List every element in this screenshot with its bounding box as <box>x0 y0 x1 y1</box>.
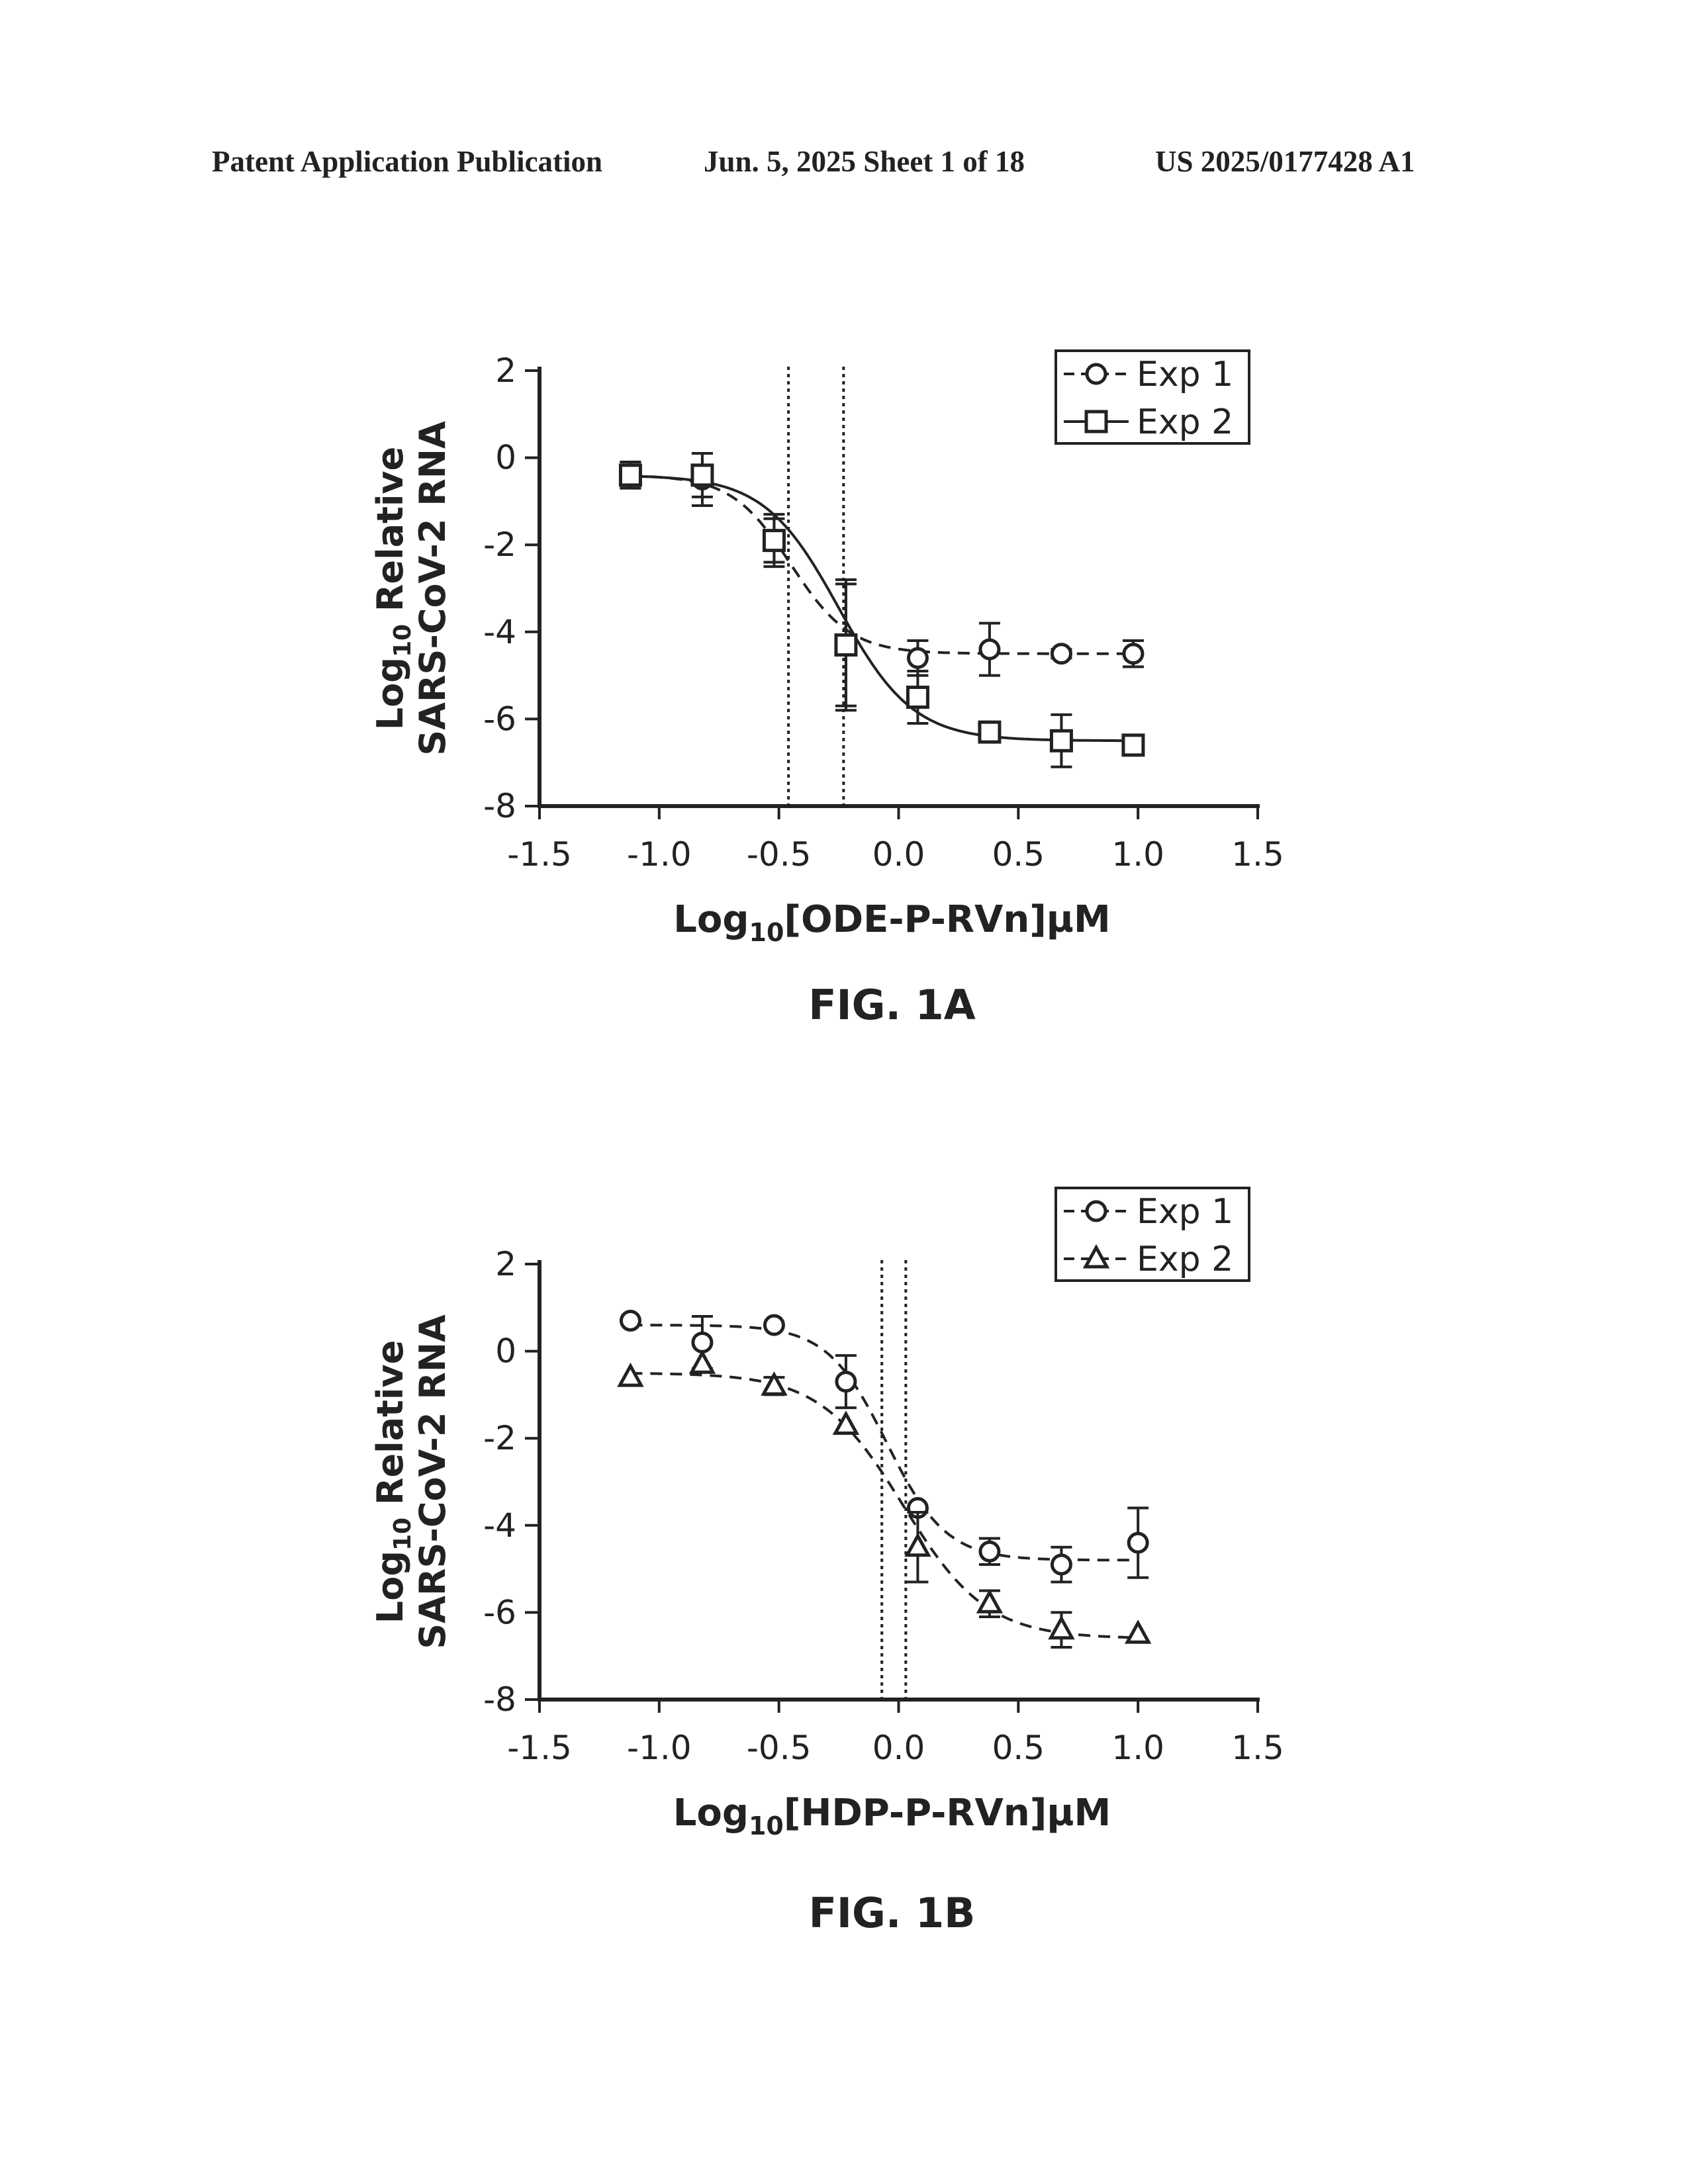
y-tick-label: 2 <box>495 1245 516 1283</box>
x-axis-label: Log10[ODE-P-RVn]µM <box>673 898 1110 947</box>
y-axis-label: Log10 RelativeSARS-CoV-2 RNA <box>369 1314 453 1649</box>
legend-label: Exp 1 <box>1137 1192 1233 1232</box>
legend: Exp 1 Exp 2 <box>1056 351 1249 443</box>
data-point-exp-1 <box>837 1373 855 1391</box>
x-tick-label: 1.0 <box>1111 835 1164 874</box>
y-tick-label: -8 <box>483 787 516 825</box>
x-tick-label: -1.5 <box>507 835 572 874</box>
fit-curve-exp-1 <box>630 476 1138 654</box>
x-tick-label: 0.0 <box>872 1729 925 1767</box>
x-tick-label: -1.0 <box>627 835 692 874</box>
fit-curve-exp-2 <box>630 1373 1138 1637</box>
figure-label: FIG. 1B <box>809 1889 976 1937</box>
x-tick-label: -1.5 <box>507 1729 572 1767</box>
legend-label: Exp 1 <box>1137 355 1233 394</box>
x-tick-label: 1.5 <box>1231 835 1284 874</box>
data-point-exp-2 <box>836 635 856 655</box>
y-tick-label: 0 <box>495 439 516 477</box>
data-point-exp-2 <box>835 1414 857 1433</box>
data-point-exp-1 <box>1129 1533 1147 1552</box>
figure-label: FIG. 1A <box>808 981 976 1029</box>
data-point-exp-2 <box>692 1353 713 1372</box>
chart-panel-1: -8-6-4-202-1.5-1.0-0.50.00.51.01.5Exp 1E… <box>369 351 1284 1029</box>
data-point-exp-2 <box>980 722 1000 742</box>
y-tick-label: -2 <box>483 1419 516 1457</box>
y-tick-label: -8 <box>483 1680 516 1719</box>
fit-curve-exp-2 <box>630 476 1138 741</box>
y-tick-label: 2 <box>495 351 516 390</box>
data-point-exp-1 <box>621 1312 639 1330</box>
legend-marker <box>1087 365 1105 383</box>
data-point-exp-1 <box>980 640 999 659</box>
x-tick-label: -1.0 <box>627 1729 692 1767</box>
x-tick-label: 1.5 <box>1231 1729 1284 1767</box>
x-tick-label: 1.0 <box>1111 1729 1164 1767</box>
legend-marker <box>1087 1202 1105 1220</box>
y-axis-label: Log10 RelativeSARS-CoV-2 RNA <box>369 421 453 756</box>
data-point-exp-1 <box>980 1542 999 1561</box>
y-tick-label: -4 <box>483 613 516 651</box>
data-point-exp-2 <box>979 1592 1000 1612</box>
data-point-exp-2 <box>692 465 712 485</box>
data-point-exp-1 <box>908 649 927 667</box>
data-point-exp-1 <box>1052 645 1070 663</box>
data-point-exp-2 <box>1051 731 1071 751</box>
data-point-exp-2 <box>1127 1623 1149 1642</box>
data-point-exp-1 <box>1124 645 1143 663</box>
y-tick-label: -2 <box>483 525 516 564</box>
legend-label: Exp 2 <box>1137 402 1233 442</box>
data-point-exp-2 <box>1123 735 1143 755</box>
x-tick-label: 0.5 <box>992 1729 1045 1767</box>
data-point-exp-2 <box>620 1366 641 1385</box>
x-tick-label: -0.5 <box>747 835 812 874</box>
x-tick-label: 0.0 <box>872 835 925 874</box>
data-point-exp-2 <box>1051 1619 1072 1638</box>
legend-label: Exp 2 <box>1137 1240 1233 1279</box>
x-tick-label: 0.5 <box>992 835 1045 874</box>
data-point-exp-1 <box>693 1333 712 1351</box>
data-point-exp-2 <box>908 688 927 707</box>
legend: Exp 1 Exp 2 <box>1056 1188 1249 1281</box>
x-axis-label: Log10[HDP-P-RVn]µM <box>673 1792 1111 1841</box>
y-tick-label: -4 <box>483 1506 516 1545</box>
legend-marker <box>1086 412 1106 432</box>
data-point-exp-1 <box>1052 1555 1070 1574</box>
y-tick-label: -6 <box>483 700 516 738</box>
data-point-exp-2 <box>764 531 784 551</box>
x-tick-label: -0.5 <box>747 1729 812 1767</box>
data-point-exp-1 <box>765 1316 783 1334</box>
chart-panel-2: -8-6-4-202-1.5-1.0-0.50.00.51.01.5Exp 1E… <box>369 1188 1284 1937</box>
y-tick-label: 0 <box>495 1332 516 1371</box>
y-tick-label: -6 <box>483 1593 516 1631</box>
data-point-exp-2 <box>620 465 640 485</box>
